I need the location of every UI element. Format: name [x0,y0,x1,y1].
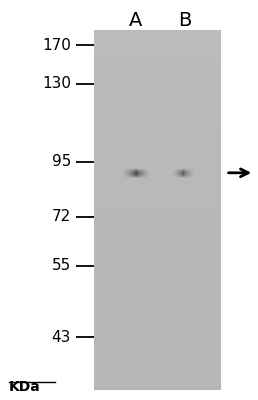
Text: 130: 130 [42,76,71,92]
Text: KDa: KDa [9,380,41,394]
Text: 72: 72 [52,209,71,224]
Text: A: A [129,10,142,30]
Text: 55: 55 [52,258,71,274]
Text: 170: 170 [42,38,71,53]
Text: 43: 43 [52,330,71,345]
Text: 95: 95 [52,154,71,170]
Text: B: B [178,10,191,30]
